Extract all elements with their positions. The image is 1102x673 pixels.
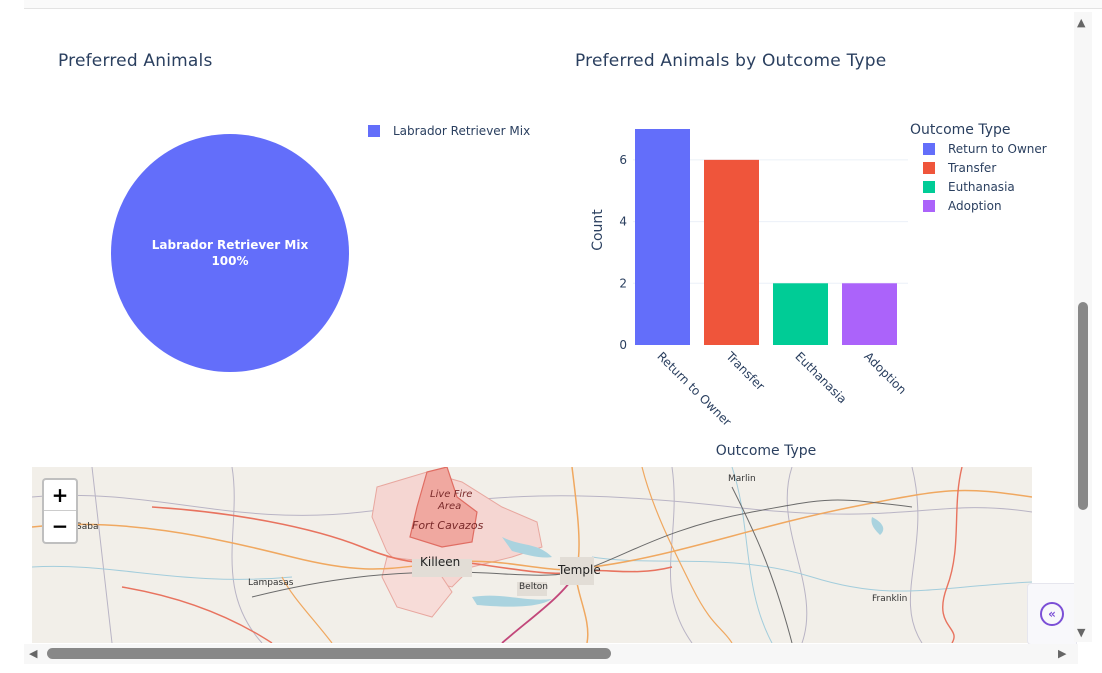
y-tick-label: 0 [619,338,627,352]
legend-swatch [923,200,935,212]
map-label-belton: Belton [519,582,548,592]
map-label-area: Area [438,501,462,512]
map-label-lampasas: Lampasas [248,578,294,588]
legend-item-adoption[interactable]: Adoption [923,199,1002,213]
pie-slice-labrador[interactable] [111,134,349,372]
y-tick-label: 2 [619,276,627,290]
map-label-temple: Temple [558,563,601,577]
map-label-marlin: Marlin [728,474,756,484]
pie-legend-item[interactable]: Labrador Retriever Mix [368,124,530,138]
y-tick-label: 4 [619,215,627,229]
zoom-out-button[interactable]: − [51,514,69,538]
pie-slice-label: Labrador Retriever Mix [152,238,309,252]
x-tick-label: Adoption [861,349,909,397]
legend-label: Euthanasia [948,180,1015,194]
legend-swatch [923,143,935,155]
pie-chart-title: Preferred Animals [58,51,213,71]
horizontal-scrollbar-thumb[interactable] [47,648,611,659]
left-gutter [0,0,24,673]
x-tick-label: Euthanasia [792,349,849,406]
legend-item-transfer[interactable]: Transfer [923,161,996,175]
scroll-left-arrow-icon[interactable]: ◀ [29,647,38,660]
map-tiles [32,467,1032,643]
pie-slice-percent: 100% [211,254,248,268]
pie-legend-label: Labrador Retriever Mix [393,124,531,138]
x-tick-label: Transfer [723,349,768,394]
legend-swatch [923,181,935,193]
map-label-killeen: Killeen [420,555,461,569]
bar-adoption[interactable] [842,283,897,345]
scroll-down-arrow-icon[interactable]: ▼ [1077,626,1086,639]
scroll-right-arrow-icon[interactable]: ▶ [1058,647,1067,660]
bar-euthanasia[interactable] [773,283,828,345]
legend-label: Return to Owner [948,142,1047,156]
map-label-franklin: Franklin [872,594,908,604]
legend-item-return-to-owner[interactable]: Return to Owner [923,142,1047,156]
top-strip [24,0,1102,9]
scroll-up-arrow-icon[interactable]: ▲ [1077,16,1086,29]
legend-item-euthanasia[interactable]: Euthanasia [923,180,1015,194]
bar-chart-title: Preferred Animals by Outcome Type [575,51,887,71]
pie-legend-swatch [368,125,380,137]
map-label-fort-cavazos: Fort Cavazos [412,519,484,532]
map-view[interactable]: Marlin Saba Live Fire Area Fort Cavazos … [32,467,1032,643]
collapse-panel-button[interactable]: « [1027,583,1077,645]
pie-chart: Labrador Retriever Mix 100% [111,134,349,372]
x-axis-title: Outcome Type [716,443,817,459]
map-zoom-control: + − [42,478,78,544]
bar-transfer[interactable] [704,159,759,345]
vertical-scrollbar-thumb[interactable] [1078,302,1088,510]
y-axis-title: Count [590,209,606,251]
legend-label: Transfer [948,161,997,175]
double-chevron-left-icon: « [1040,602,1064,626]
map-label-saba: Saba [76,522,99,532]
legend-label: Adoption [948,199,1002,213]
zoom-in-button[interactable]: + [44,480,76,511]
legend-swatch [923,162,935,174]
bar-legend-title: Outcome Type [910,122,1011,138]
x-tick-label: Return to Owner [654,349,734,429]
bar-return-to-owner[interactable] [635,129,690,345]
y-tick-label: 6 [619,153,627,167]
map-label-live-fire: Live Fire [430,489,473,500]
